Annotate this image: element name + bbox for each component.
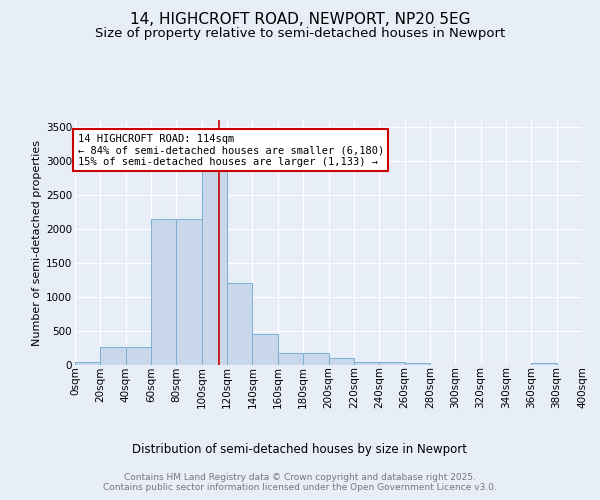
Text: 14 HIGHCROFT ROAD: 114sqm
← 84% of semi-detached houses are smaller (6,180)
15% : 14 HIGHCROFT ROAD: 114sqm ← 84% of semi-… (77, 134, 384, 167)
Bar (202, 161, 227, 365)
Bar (227, 284, 253, 365)
Y-axis label: Number of semi-detached properties: Number of semi-detached properties (32, 140, 42, 346)
Bar (75, 362, 100, 365)
Text: Contains HM Land Registry data © Crown copyright and database right 2025.
Contai: Contains HM Land Registry data © Crown c… (103, 472, 497, 492)
Bar (176, 218, 202, 365)
Bar (379, 362, 404, 365)
Bar (126, 346, 151, 365)
Bar (253, 334, 278, 365)
Bar (404, 363, 430, 365)
Text: Size of property relative to semi-detached houses in Newport: Size of property relative to semi-detach… (95, 28, 505, 40)
Bar (354, 362, 379, 365)
Bar (278, 354, 303, 365)
Bar (329, 358, 354, 365)
Bar (100, 348, 126, 365)
Text: Distribution of semi-detached houses by size in Newport: Distribution of semi-detached houses by … (133, 442, 467, 456)
Bar (303, 354, 329, 365)
Bar (151, 218, 176, 365)
Text: 14, HIGHCROFT ROAD, NEWPORT, NP20 5EG: 14, HIGHCROFT ROAD, NEWPORT, NP20 5EG (130, 12, 470, 28)
Bar (532, 363, 557, 365)
